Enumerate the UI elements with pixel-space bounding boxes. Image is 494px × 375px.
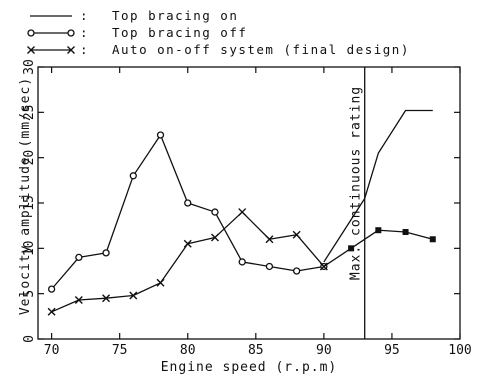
legend-label-auto-system: Auto on-off system (final design) xyxy=(112,42,410,57)
x-axis-title: Engine speed (r.p.m) xyxy=(161,360,338,375)
legend-marker-circle-1 xyxy=(27,29,35,37)
data-point-s2-96 xyxy=(402,229,409,236)
legend-sep-1: : xyxy=(80,8,89,23)
data-point-s2-92 xyxy=(348,245,355,252)
y-tick-label-15: 15 xyxy=(22,195,37,211)
data-point-s2-74 xyxy=(102,294,111,303)
data-point-s2-86 xyxy=(265,235,274,244)
y-tick-label-30: 30 xyxy=(22,59,37,75)
y-axis-title: Velocity amplitude (mm/sec) xyxy=(18,77,33,315)
data-point-s1-72 xyxy=(75,253,83,262)
legend-marker-x-2 xyxy=(67,46,75,54)
data-point-s2-90 xyxy=(319,262,328,271)
max-continuous-rating-label: Max. continuous rating xyxy=(349,86,364,280)
data-point-s1-78 xyxy=(156,131,165,139)
series-1 xyxy=(47,131,328,293)
series-line-1 xyxy=(51,134,324,290)
x-tick-label-95: 95 xyxy=(384,343,400,358)
series-layer xyxy=(47,109,436,316)
legend-label-top-bracing-on: Top bracing on xyxy=(112,8,238,23)
data-point-s1-82 xyxy=(211,208,219,216)
legend-label-top-bracing-off: Top bracing off xyxy=(112,25,247,40)
data-point-s1-74 xyxy=(102,249,110,257)
y-tick-label-0: 0 xyxy=(22,335,37,343)
max-continuous-rating-annotation: Max. continuous rating xyxy=(349,67,366,339)
data-point-s2-98 xyxy=(429,236,436,243)
x-tick-label-70: 70 xyxy=(44,343,60,358)
y-tick-label-20: 20 xyxy=(22,150,37,166)
data-point-s1-84 xyxy=(238,258,246,266)
data-point-s2-80 xyxy=(183,239,192,248)
y-tick-label-5: 5 xyxy=(22,290,37,298)
data-point-s2-82 xyxy=(210,233,219,242)
y-axis: 0 5 10 15 20 25 30 xyxy=(22,59,460,343)
x-axis: 70 75 80 85 90 95 100 xyxy=(44,67,472,358)
data-point-s2-70 xyxy=(47,307,56,316)
data-point-s2-84 xyxy=(238,208,247,217)
data-point-s2-94 xyxy=(375,227,382,234)
legend-sep-3: : xyxy=(80,42,89,57)
data-point-s2-88 xyxy=(292,230,301,239)
series-line-0 xyxy=(323,109,433,263)
legend-marker-x-1 xyxy=(27,46,35,54)
data-point-s1-86 xyxy=(265,262,274,271)
legend: : Top bracing on : Top bracing off : Aut… xyxy=(27,8,410,57)
series-0 xyxy=(323,109,433,263)
x-tick-label-75: 75 xyxy=(112,343,128,358)
y-tick-label-10: 10 xyxy=(22,241,37,257)
x-tick-label-85: 85 xyxy=(248,343,264,358)
x-tick-label-90: 90 xyxy=(316,343,332,358)
series-2 xyxy=(47,208,436,316)
legend-marker-circle-2 xyxy=(67,29,75,37)
data-point-s1-76 xyxy=(129,172,137,180)
data-point-s2-78 xyxy=(156,278,165,287)
data-point-s1-88 xyxy=(292,267,301,275)
x-tick-label-100: 100 xyxy=(448,343,471,358)
data-point-s1-80 xyxy=(184,199,192,207)
y-tick-label-25: 25 xyxy=(22,105,37,121)
data-point-s1-70 xyxy=(47,285,56,293)
data-point-s2-72 xyxy=(74,296,83,305)
legend-sep-2: : xyxy=(80,25,89,40)
x-tick-label-80: 80 xyxy=(180,343,196,358)
data-point-s2-76 xyxy=(129,291,138,300)
